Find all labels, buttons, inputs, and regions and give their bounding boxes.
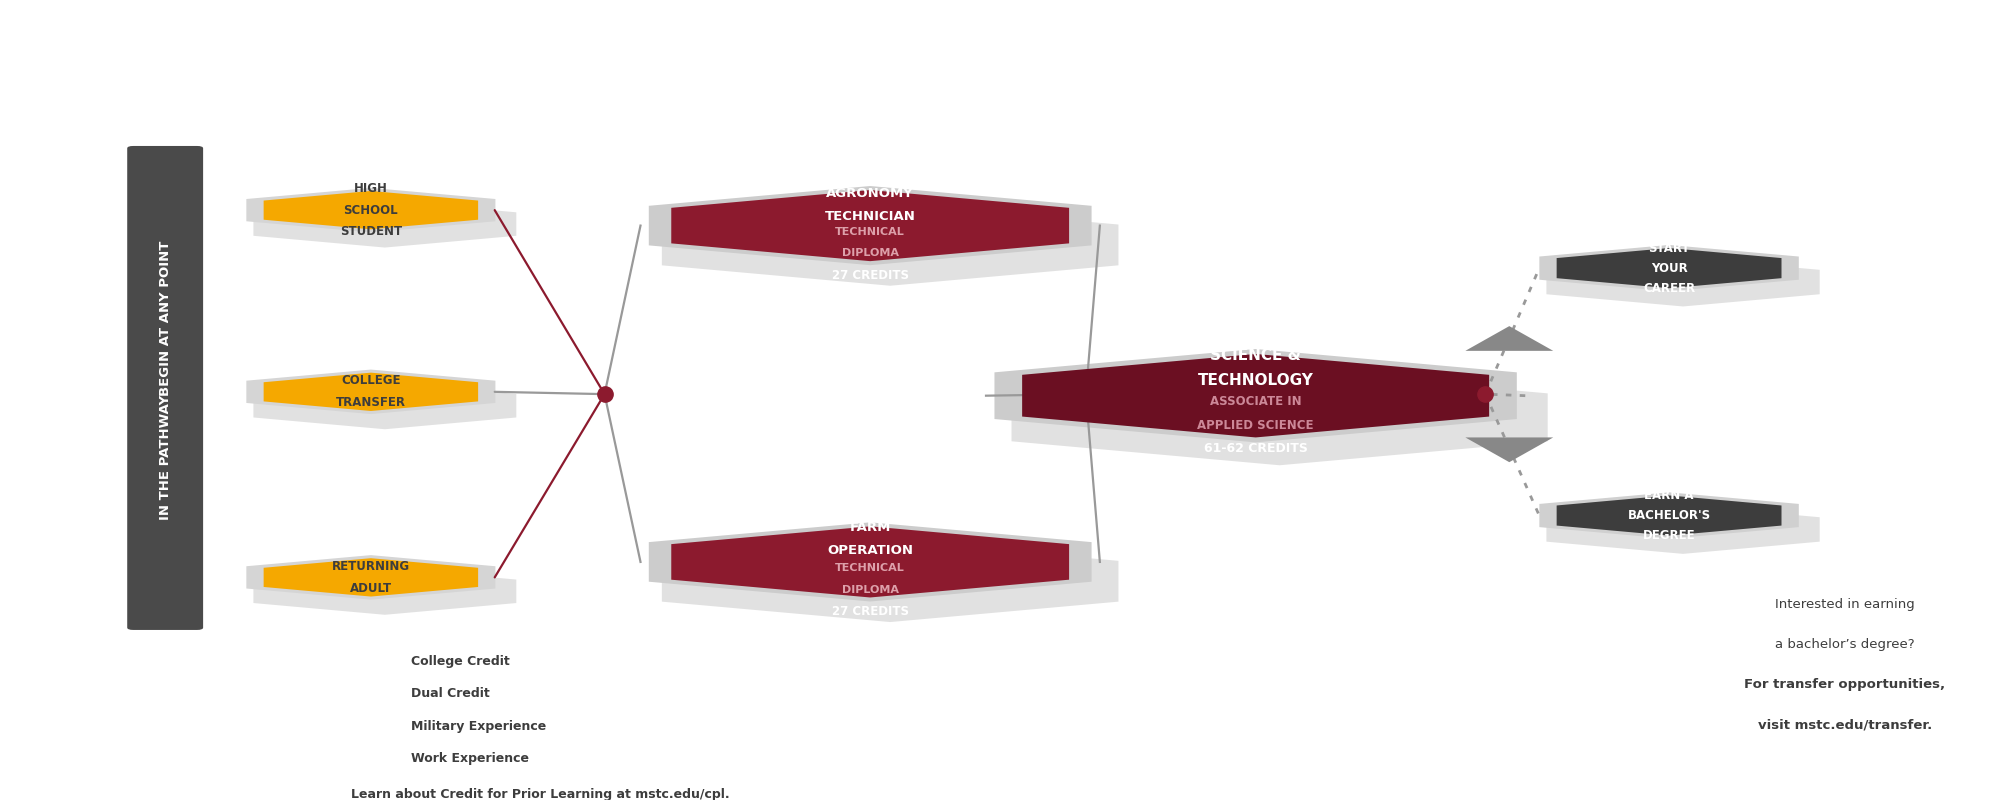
Polygon shape (1540, 492, 1798, 538)
Text: OPERATION: OPERATION (828, 544, 914, 557)
Text: TECHNICIAN: TECHNICIAN (824, 210, 916, 223)
Polygon shape (1546, 258, 1820, 306)
Polygon shape (1546, 505, 1820, 554)
Text: Learn about Credit for Prior Learning at mstc.edu/cpl.: Learn about Credit for Prior Learning at… (350, 789, 730, 800)
Polygon shape (662, 204, 1118, 286)
Text: IN THE PATHWAY: IN THE PATHWAY (158, 395, 172, 520)
Text: 27 CREDITS: 27 CREDITS (832, 269, 908, 282)
Text: TECHNOLOGY: TECHNOLOGY (1198, 374, 1314, 389)
FancyBboxPatch shape (128, 146, 204, 630)
Polygon shape (246, 370, 496, 414)
Text: SCHOOL: SCHOOL (344, 204, 398, 217)
Text: TRANSFER: TRANSFER (336, 396, 406, 409)
Polygon shape (264, 373, 478, 411)
Text: DIPLOMA: DIPLOMA (842, 585, 898, 594)
Polygon shape (1022, 354, 1490, 438)
Text: AGRONOMY: AGRONOMY (826, 186, 914, 200)
Text: For transfer opportunities,: For transfer opportunities, (1744, 678, 1946, 691)
Text: Dual Credit: Dual Credit (410, 687, 490, 700)
Polygon shape (1540, 245, 1798, 291)
Text: YOUR: YOUR (1650, 262, 1688, 274)
Text: EARN A: EARN A (1644, 489, 1694, 502)
Text: BEGIN AT ANY POINT: BEGIN AT ANY POINT (158, 241, 172, 396)
Text: Work Experience: Work Experience (410, 752, 528, 765)
Text: RETURNING: RETURNING (332, 560, 410, 573)
Polygon shape (672, 526, 1070, 598)
Text: APPLIED SCIENCE: APPLIED SCIENCE (1198, 418, 1314, 431)
Text: DEGREE: DEGREE (1642, 529, 1696, 542)
Polygon shape (1556, 248, 1782, 288)
Text: Interested in earning: Interested in earning (1774, 598, 1914, 611)
Polygon shape (264, 191, 478, 230)
Text: 61-62 CREDITS: 61-62 CREDITS (1204, 442, 1308, 454)
Text: 27 CREDITS: 27 CREDITS (832, 605, 908, 618)
Text: ADULT: ADULT (350, 582, 392, 594)
Text: a bachelor’s degree?: a bachelor’s degree? (1776, 638, 1914, 651)
Text: START: START (1648, 242, 1690, 254)
Polygon shape (1466, 438, 1554, 462)
Polygon shape (662, 541, 1118, 622)
Text: ASSOCIATE IN: ASSOCIATE IN (1210, 395, 1302, 408)
Polygon shape (994, 349, 1516, 442)
Text: TECHNICAL: TECHNICAL (836, 226, 906, 237)
Polygon shape (246, 188, 496, 233)
Text: visit mstc.edu/transfer.: visit mstc.edu/transfer. (1758, 718, 1932, 731)
Text: DIPLOMA: DIPLOMA (842, 249, 898, 258)
Text: CAREER: CAREER (1644, 282, 1696, 294)
Polygon shape (264, 558, 478, 597)
Polygon shape (254, 568, 516, 614)
Text: TECHNICAL: TECHNICAL (836, 563, 906, 573)
Text: College Credit: College Credit (410, 654, 510, 668)
Text: HIGH: HIGH (354, 182, 388, 195)
Polygon shape (254, 201, 516, 247)
Text: AGRIBUSINESS: AGRIBUSINESS (814, 163, 926, 177)
Text: COLLEGE: COLLEGE (342, 374, 400, 387)
Polygon shape (648, 522, 1092, 602)
Text: SCIENCE &: SCIENCE & (1210, 348, 1302, 363)
Polygon shape (648, 186, 1092, 265)
Polygon shape (672, 190, 1070, 261)
Polygon shape (1012, 370, 1548, 466)
Text: BACHELOR'S: BACHELOR'S (1628, 509, 1710, 522)
Polygon shape (246, 555, 496, 600)
Polygon shape (1556, 495, 1782, 536)
Text: STUDENT: STUDENT (340, 226, 402, 238)
Polygon shape (254, 382, 516, 430)
Text: Military Experience: Military Experience (410, 720, 546, 733)
Polygon shape (1466, 326, 1554, 351)
Text: FARM: FARM (850, 521, 890, 534)
Text: AGRIBUSINESS: AGRIBUSINESS (1192, 322, 1320, 338)
